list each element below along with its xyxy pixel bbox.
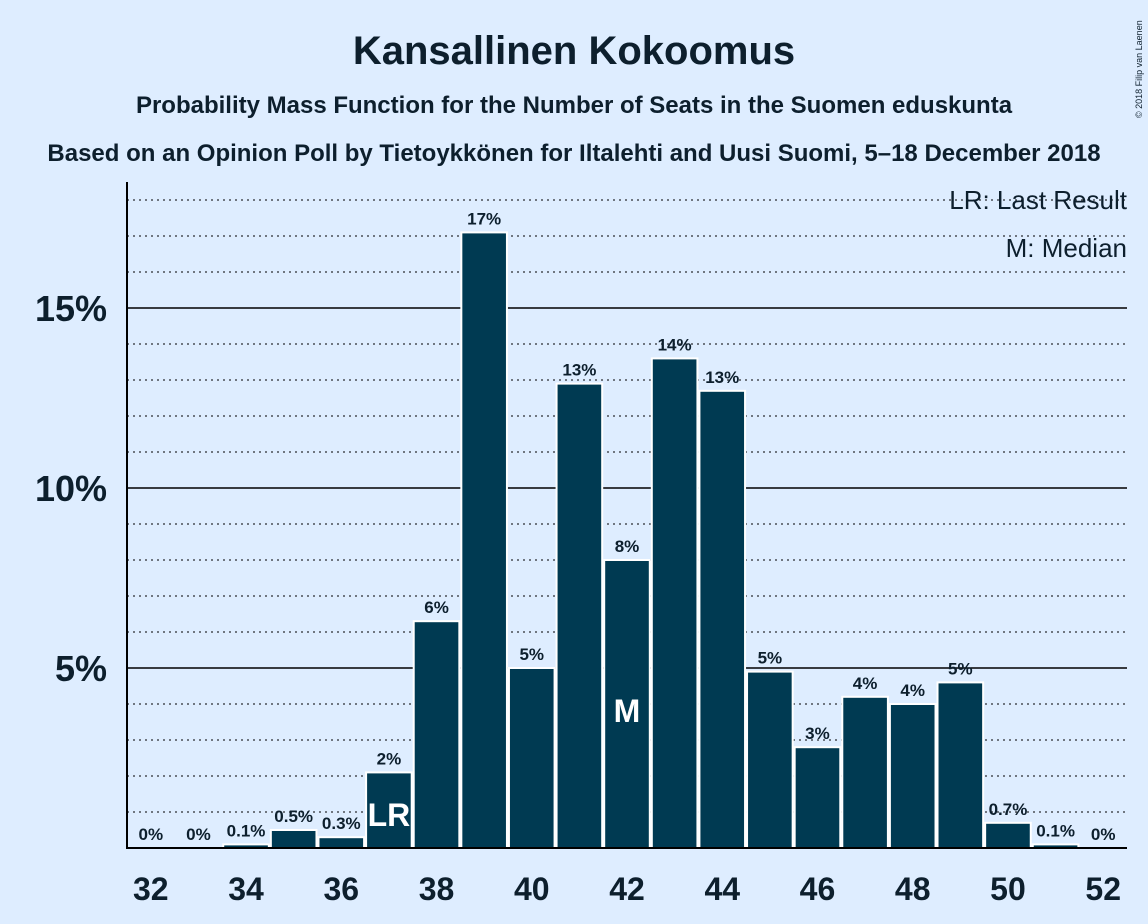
data-label-45: 5% xyxy=(758,649,783,668)
x-tick-44: 44 xyxy=(704,871,740,907)
bar-48 xyxy=(888,703,937,849)
data-label-48: 4% xyxy=(900,681,925,700)
data-label-40: 5% xyxy=(519,645,544,664)
bar-43 xyxy=(650,357,699,849)
x-tick-52: 52 xyxy=(1085,871,1121,907)
chart-subtitle: Probability Mass Function for the Number… xyxy=(136,92,1013,119)
data-label-39: 17% xyxy=(467,209,501,228)
x-tick-42: 42 xyxy=(609,871,645,907)
data-label-50: 0.7% xyxy=(989,800,1028,819)
data-label-51: 0.1% xyxy=(1036,821,1075,840)
x-tick-48: 48 xyxy=(895,871,931,907)
bar-41 xyxy=(555,382,604,849)
bar-44 xyxy=(698,389,747,849)
data-label-41: 13% xyxy=(562,361,596,380)
bar-45 xyxy=(746,670,794,849)
data-label-36: 0.3% xyxy=(322,814,361,833)
data-labels: 0% 0% 0.1% 0.5% 0.3% 2% 6% 17% 5% 13% 8% 14% 13% 5% 3%… xyxy=(139,209,1116,844)
median-marker: M xyxy=(614,693,641,729)
data-label-43: 14% xyxy=(658,335,692,354)
data-label-34: 0.1% xyxy=(227,821,266,840)
x-tick-38: 38 xyxy=(419,871,455,907)
data-label-47: 4% xyxy=(853,674,878,693)
data-label-32: 0% xyxy=(139,825,164,844)
bar-40 xyxy=(507,667,556,849)
bar-50 xyxy=(984,821,1032,849)
data-label-52: 0% xyxy=(1091,825,1116,844)
data-label-49: 5% xyxy=(948,659,973,678)
data-label-35: 0.5% xyxy=(274,807,313,826)
data-label-46: 3% xyxy=(805,724,830,743)
bar-35 xyxy=(269,829,318,849)
legend-last-result: LR: Last Result xyxy=(949,185,1128,215)
y-tick-5: 5% xyxy=(55,648,107,689)
x-tick-34: 34 xyxy=(228,871,264,907)
bar-36 xyxy=(317,836,366,850)
bars xyxy=(222,231,1080,850)
legend-median: M: Median xyxy=(1006,233,1127,263)
data-label-44: 13% xyxy=(705,368,739,387)
bar-47 xyxy=(841,695,889,849)
y-tick-15: 15% xyxy=(35,288,107,329)
bar-46 xyxy=(793,746,842,850)
data-label-33: 0% xyxy=(186,825,211,844)
data-label-37: 2% xyxy=(377,749,402,768)
data-label-42: 8% xyxy=(615,537,640,556)
y-tick-10: 10% xyxy=(35,468,107,509)
bar-49 xyxy=(936,681,985,850)
copyright-note: © 2018 Filip van Laenen xyxy=(1134,20,1144,118)
bar-38 xyxy=(412,620,461,850)
data-label-38: 6% xyxy=(424,598,449,617)
bar-markers: LR M xyxy=(368,693,641,833)
x-tick-50: 50 xyxy=(990,871,1026,907)
x-tick-40: 40 xyxy=(514,871,550,907)
x-tick-labels: 32 34 36 38 40 42 44 46 48 50 52 xyxy=(133,871,1121,907)
y-tick-labels: 5% 10% 15% xyxy=(35,288,107,689)
x-tick-32: 32 xyxy=(133,871,169,907)
chart-subtitle-poll: Based on an Opinion Poll by Tietoykkönen… xyxy=(47,140,1100,167)
last-result-marker: LR xyxy=(368,797,411,833)
bar-39 xyxy=(460,231,508,849)
x-tick-46: 46 xyxy=(800,871,836,907)
chart-title: Kansallinen Kokoomus xyxy=(353,29,795,73)
x-tick-36: 36 xyxy=(323,871,359,907)
